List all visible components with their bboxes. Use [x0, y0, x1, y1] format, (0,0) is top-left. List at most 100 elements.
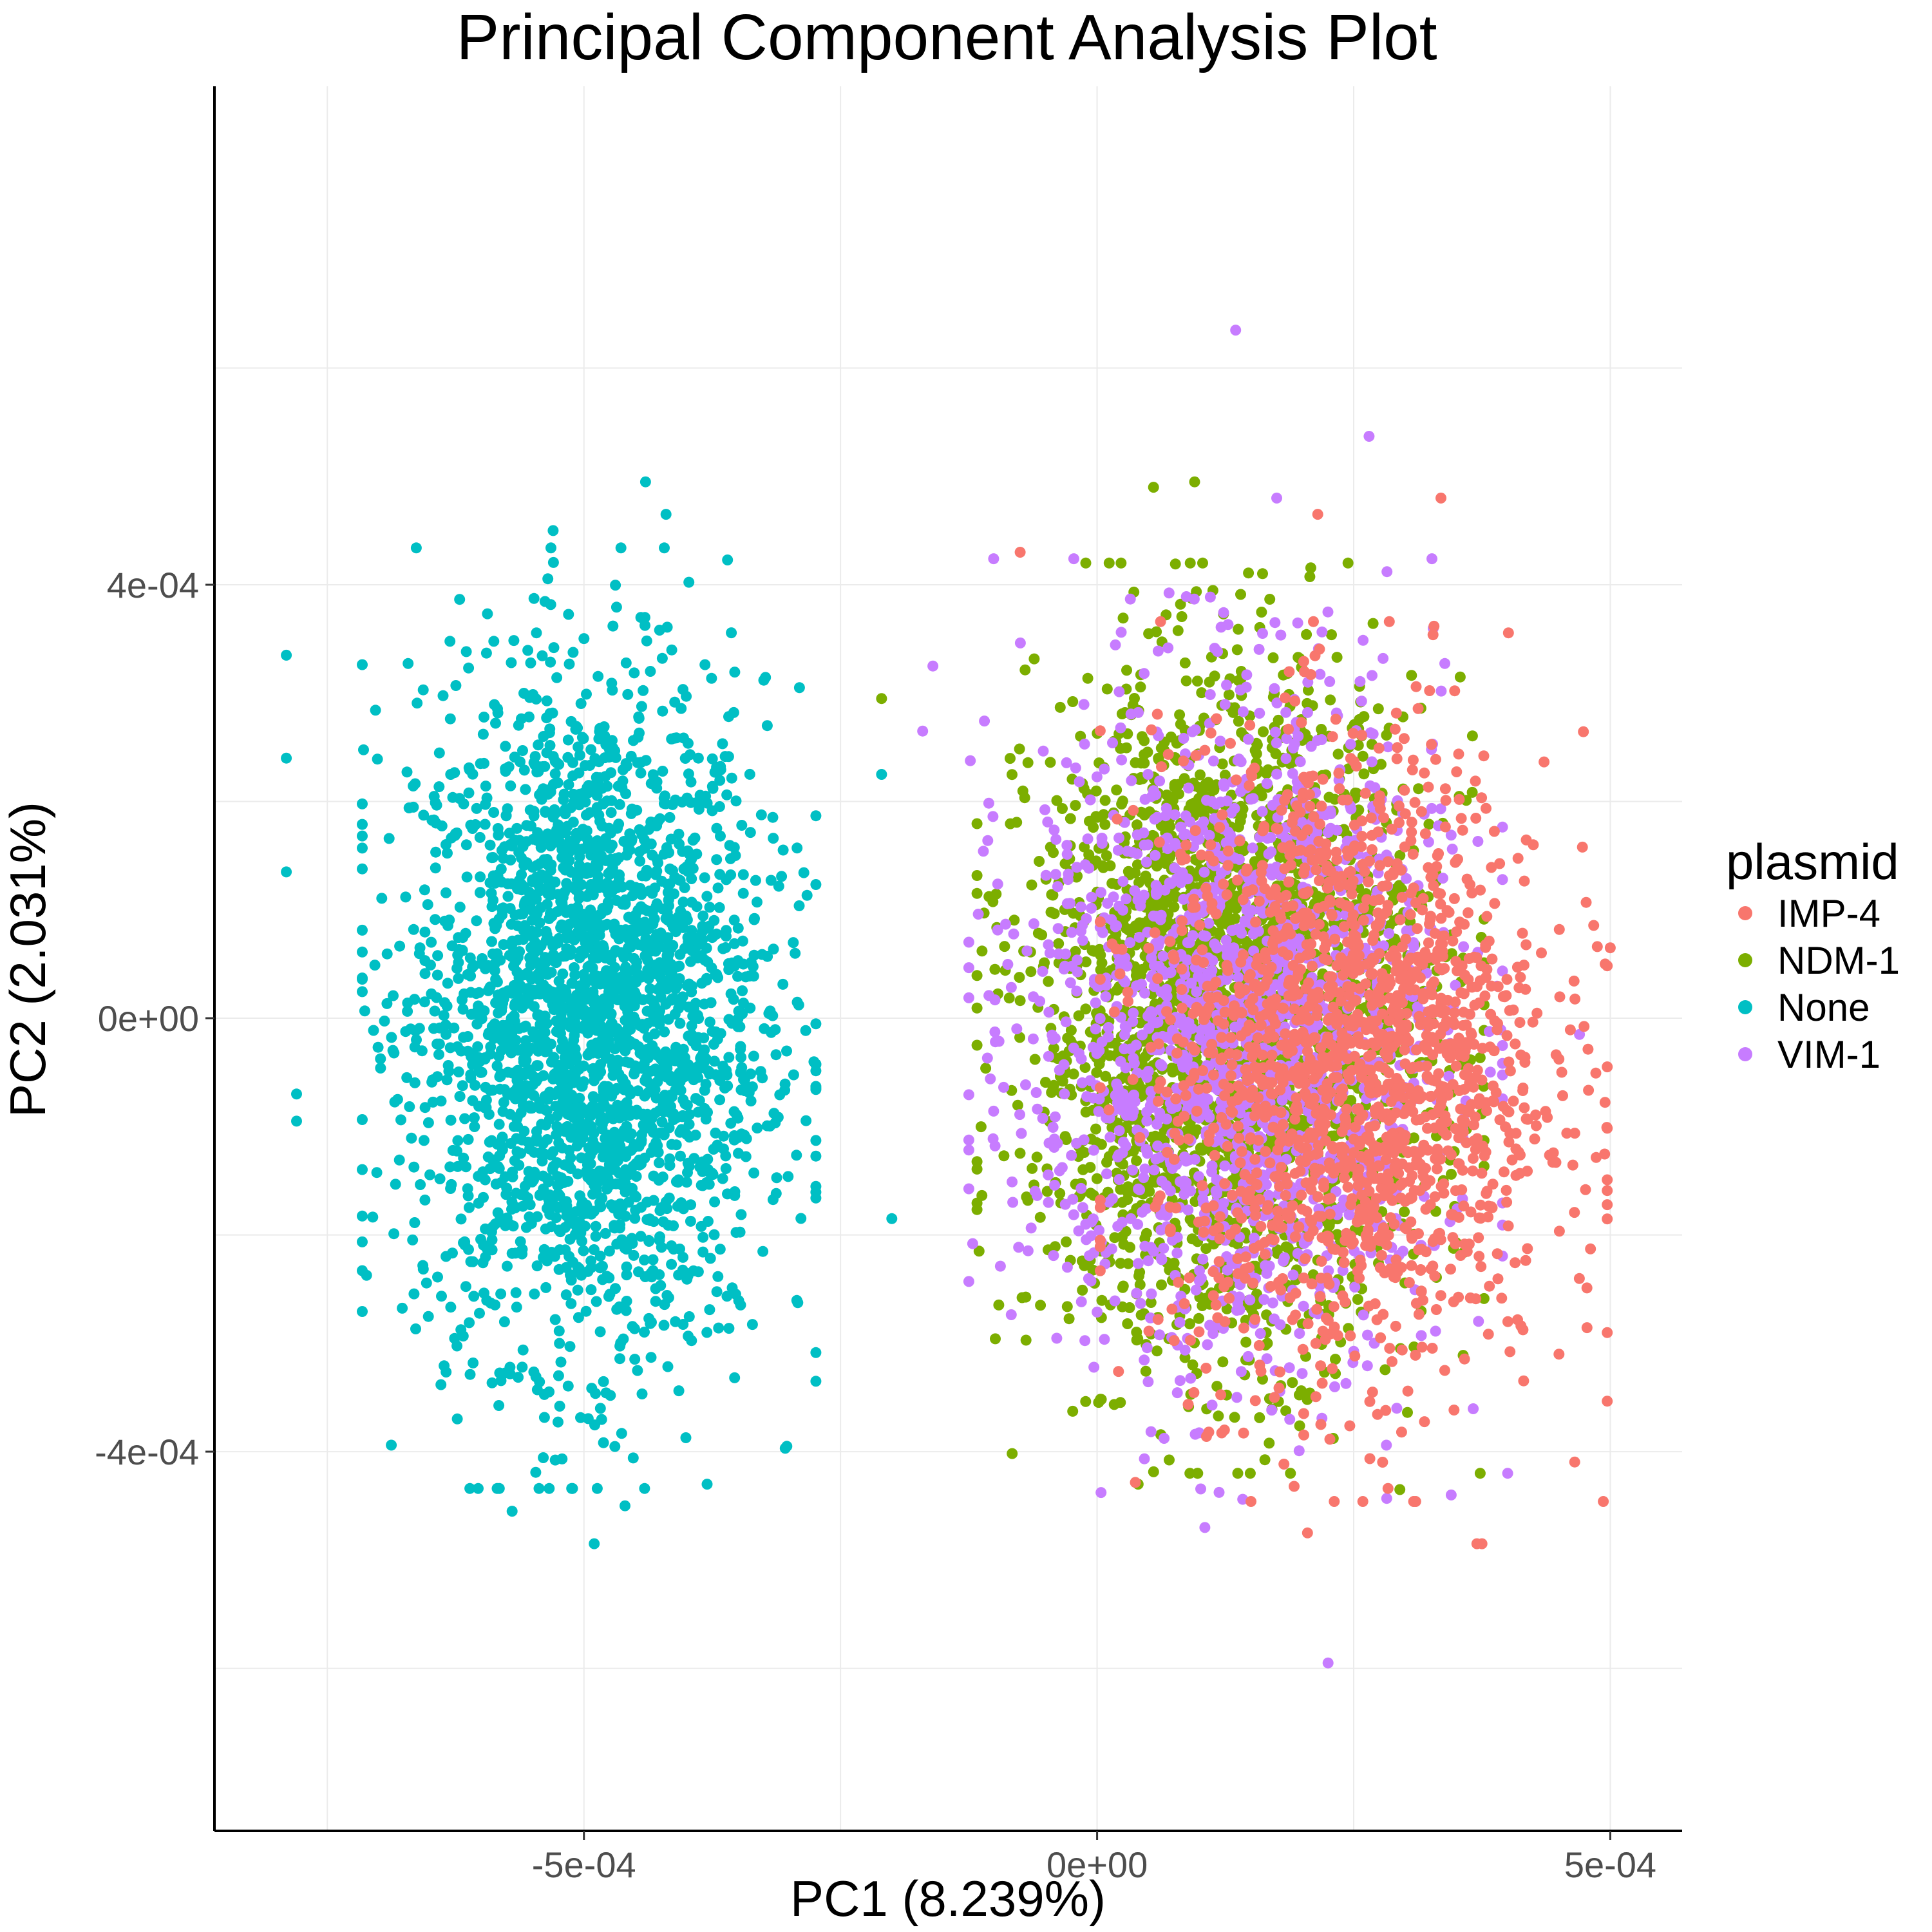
- data-point: [549, 1454, 561, 1466]
- data-point: [643, 1236, 655, 1247]
- data-point: [654, 1157, 665, 1169]
- data-point: [683, 1119, 695, 1130]
- data-point: [367, 1211, 379, 1223]
- data-point: [432, 1271, 443, 1283]
- data-point: [1073, 1010, 1084, 1021]
- data-point: [594, 1198, 606, 1210]
- data-point: [639, 1255, 650, 1265]
- data-point: [379, 1016, 390, 1027]
- data-point: [567, 647, 579, 658]
- data-point: [800, 1115, 812, 1126]
- data-point: [598, 1376, 609, 1387]
- data-point: [444, 1161, 456, 1173]
- data-point: [442, 978, 453, 989]
- data-point: [582, 1413, 594, 1425]
- data-point: [661, 1059, 673, 1071]
- data-point: [788, 937, 799, 949]
- data-point: [541, 1105, 553, 1117]
- data-point: [726, 627, 737, 639]
- data-point: [791, 842, 803, 854]
- data-point: [281, 649, 292, 661]
- data-point: [560, 1244, 571, 1256]
- data-point: [589, 970, 600, 981]
- data-point: [739, 1074, 750, 1086]
- data-point: [1330, 1354, 1341, 1365]
- data-point: [528, 1090, 540, 1101]
- data-point: [358, 744, 369, 755]
- data-point: [572, 1284, 583, 1296]
- data-point: [1070, 800, 1081, 811]
- data-point: [417, 684, 429, 696]
- data-point: [697, 1246, 709, 1258]
- data-point: [1090, 1123, 1101, 1135]
- data-point: [1223, 689, 1235, 701]
- data-point: [629, 1068, 640, 1080]
- data-point: [720, 942, 732, 953]
- data-point: [656, 652, 668, 664]
- data-point: [505, 854, 516, 866]
- data-point: [600, 1227, 611, 1239]
- data-point: [495, 1212, 506, 1224]
- data-point: [494, 1083, 506, 1095]
- data-point: [674, 960, 685, 972]
- data-point: [699, 872, 710, 884]
- data-point: [593, 810, 605, 821]
- data-point: [707, 782, 719, 794]
- data-point: [674, 973, 685, 985]
- data-point: [515, 1236, 526, 1247]
- data-point: [696, 950, 707, 961]
- data-point: [1402, 1406, 1413, 1418]
- data-point: [516, 869, 527, 880]
- data-point: [605, 807, 617, 819]
- data-point: [702, 922, 714, 934]
- data-point: [730, 1227, 742, 1238]
- data-point: [1399, 1206, 1410, 1218]
- data-point: [630, 961, 642, 972]
- data-point: [522, 983, 534, 994]
- data-point: [666, 1139, 677, 1150]
- data-point: [495, 864, 507, 875]
- data-point: [547, 940, 559, 952]
- data-point: [1068, 1068, 1079, 1080]
- data-point: [357, 842, 368, 854]
- data-point: [810, 1018, 822, 1030]
- data-point: [971, 1002, 983, 1014]
- data-point: [689, 832, 701, 844]
- data-point: [1016, 1292, 1028, 1303]
- data-point: [585, 879, 597, 890]
- data-point: [773, 880, 784, 892]
- data-point: [655, 972, 667, 983]
- data-point: [1454, 671, 1466, 683]
- data-point: [1067, 696, 1079, 707]
- data-point: [408, 923, 419, 935]
- data-point: [620, 1164, 631, 1175]
- data-point: [627, 1452, 639, 1464]
- data-point: [410, 542, 422, 554]
- data-point: [546, 911, 558, 922]
- data-point: [561, 943, 573, 954]
- data-point: [506, 657, 517, 668]
- data-point: [623, 1057, 635, 1068]
- data-point: [407, 1234, 419, 1245]
- data-point: [574, 1106, 585, 1118]
- data-point: [578, 1009, 589, 1021]
- data-point: [568, 797, 580, 808]
- data-point: [1048, 908, 1060, 920]
- data-point: [606, 677, 618, 689]
- data-point: [517, 1344, 529, 1356]
- data-point: [369, 960, 381, 971]
- data-point: [717, 1173, 728, 1184]
- data-point: [722, 554, 734, 565]
- data-point: [781, 1045, 792, 1057]
- data-point: [665, 1075, 677, 1086]
- data-point: [594, 1403, 606, 1414]
- data-point: [586, 1039, 598, 1051]
- data-point: [777, 978, 789, 990]
- data-point: [1043, 976, 1054, 987]
- data-point: [656, 1242, 667, 1253]
- data-point: [513, 1372, 524, 1383]
- data-point: [621, 992, 632, 1004]
- data-point: [733, 1148, 744, 1159]
- data-point: [680, 1432, 692, 1443]
